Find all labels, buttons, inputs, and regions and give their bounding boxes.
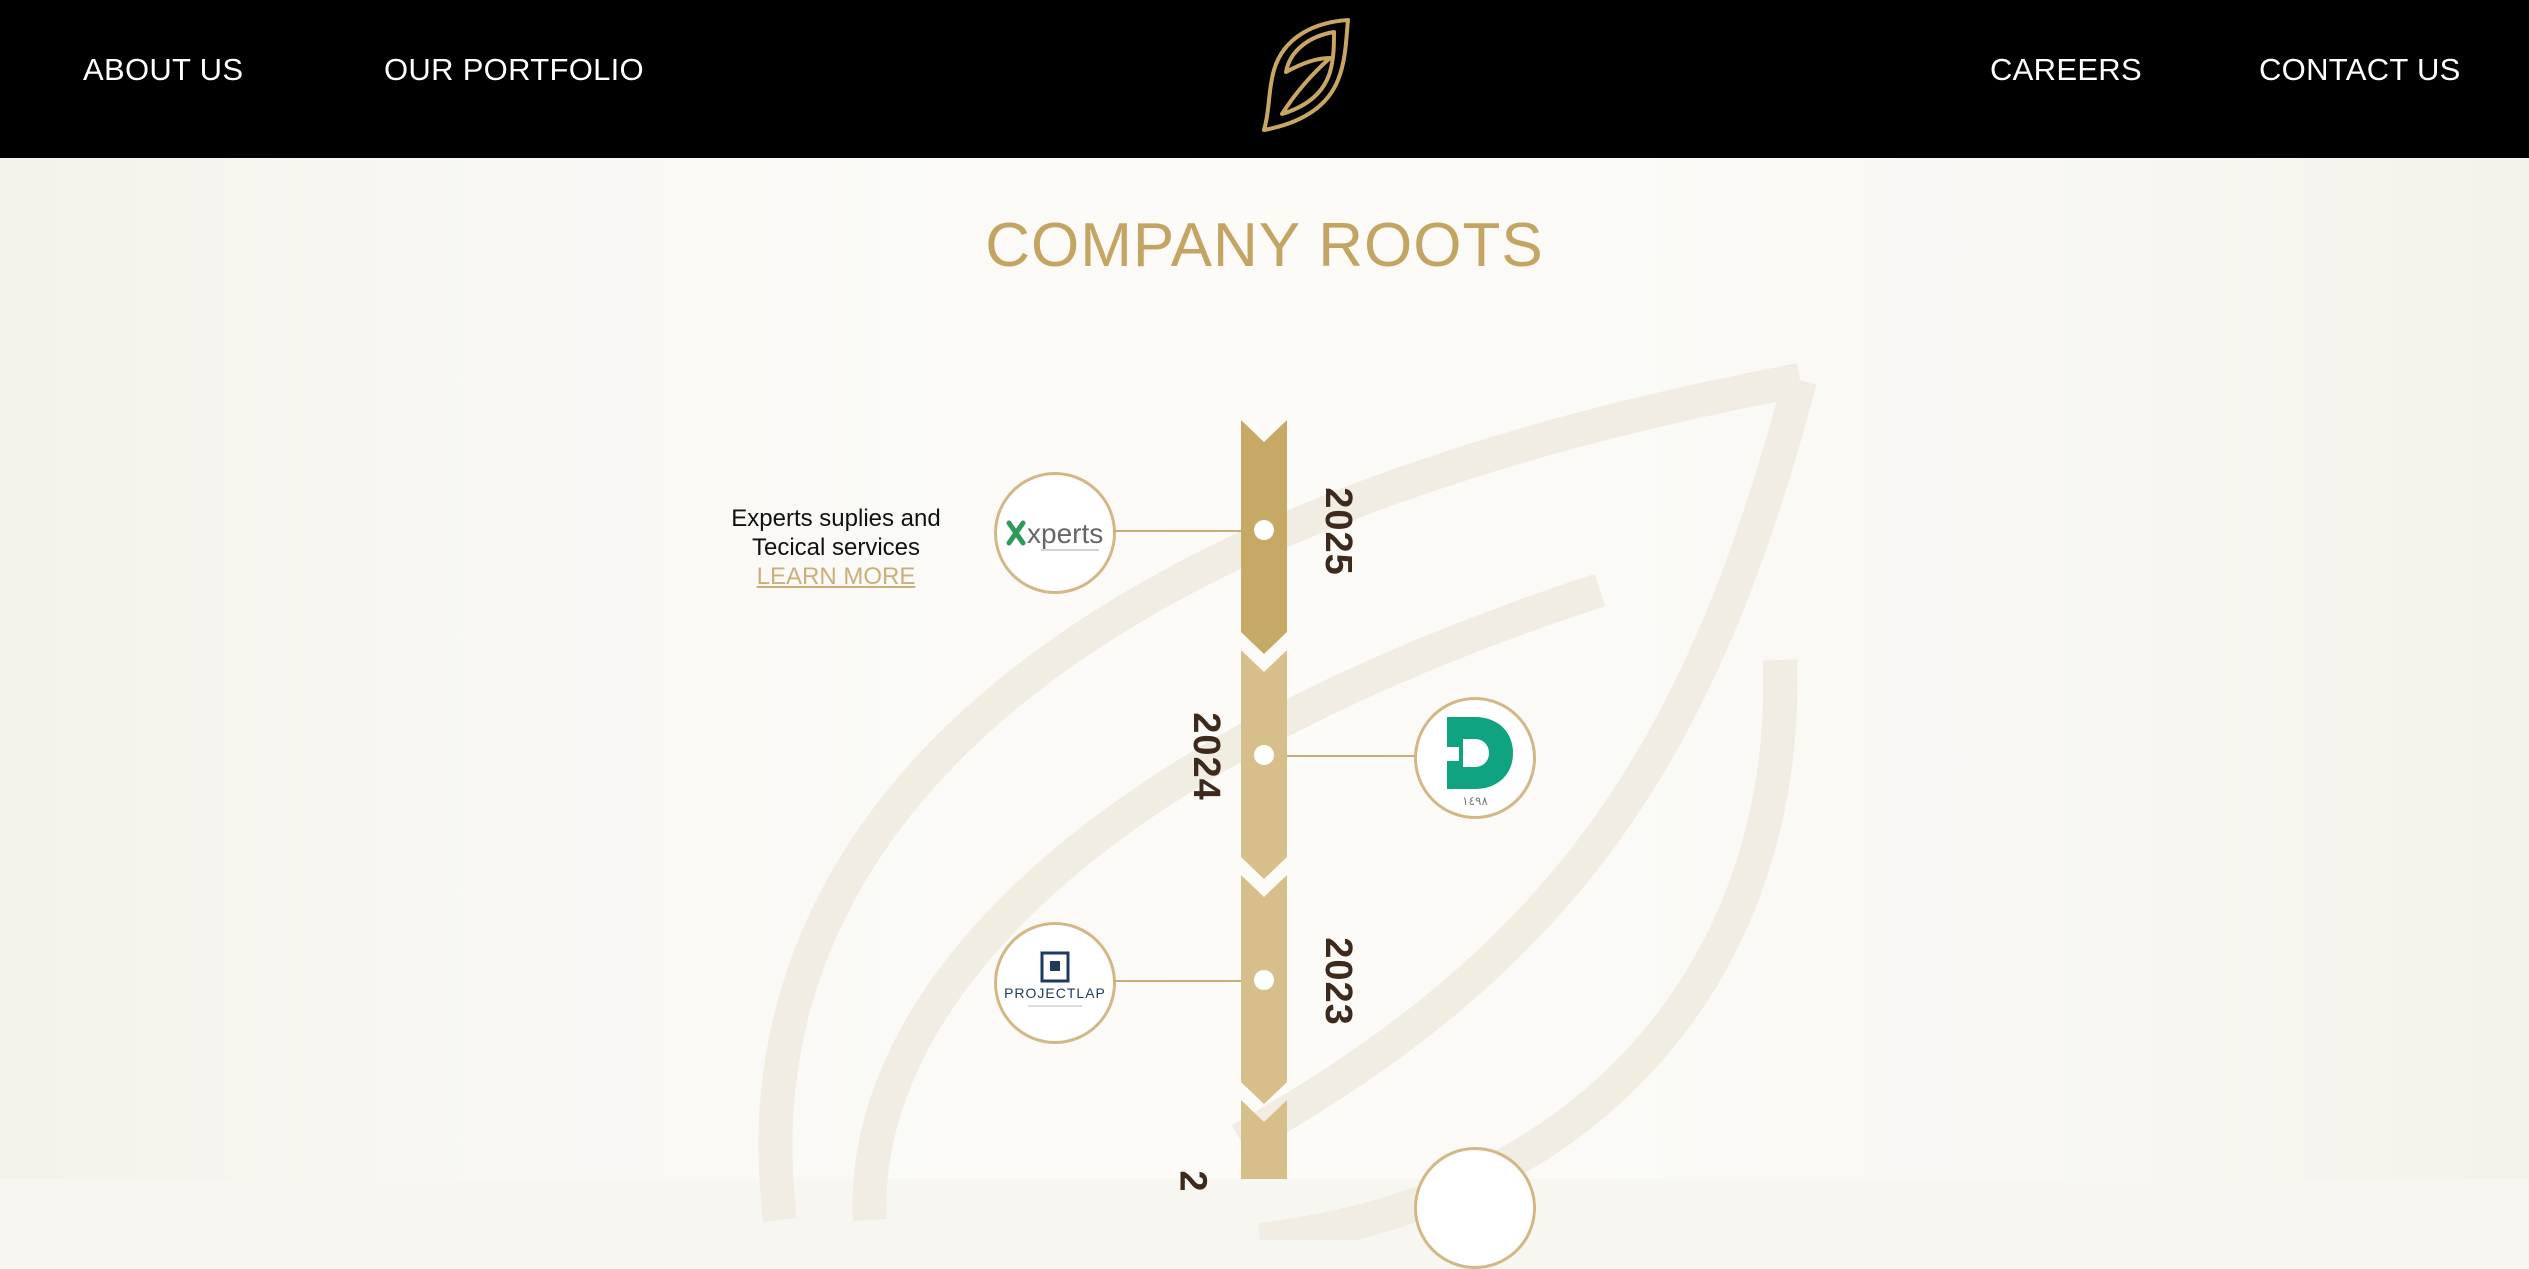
nav-careers[interactable]: CAREERS — [1990, 52, 2142, 87]
connector-2023 — [1113, 980, 1241, 982]
d-logo-text: ١٤٩٨ — [1462, 794, 1488, 808]
year-label-2023: 2023 — [1316, 937, 1359, 1026]
year-label-2024: 2024 — [1184, 712, 1227, 801]
entry-description-line2: Tecical services — [751, 534, 921, 561]
timeline-dot-2024 — [1254, 745, 1274, 765]
company-logo-d[interactable]: ١٤٩٨ — [1414, 697, 1536, 819]
year-label-next: 2 — [1171, 1170, 1214, 1193]
year-label-2025: 2025 — [1316, 487, 1359, 576]
timeline-dot-2023 — [1254, 970, 1274, 990]
nav-our-portfolio[interactable]: OUR PORTFOLIO — [384, 52, 644, 87]
xperts-logo-icon: xperts — [1006, 518, 1103, 551]
page-title: COMPANY ROOTS — [985, 211, 1544, 280]
xperts-logo-text: xperts — [1027, 518, 1103, 549]
learn-more-link[interactable]: LEARN MORE — [756, 563, 916, 590]
leaf-watermark-icon — [758, 363, 1817, 1240]
timeline-segment-next — [1241, 1100, 1287, 1179]
company-logo-next[interactable] — [1414, 1147, 1536, 1269]
company-logo-xperts[interactable]: xperts — [994, 472, 1116, 594]
entry-description-line1: Experts suplies and — [731, 505, 941, 532]
company-logo-projectlap[interactable]: PROJECTLAP — [994, 922, 1116, 1044]
brand-logo-icon[interactable] — [1256, 14, 1360, 136]
top-navbar: ABOUT US OUR PORTFOLIO CAREERS CONTACT U… — [0, 0, 2529, 158]
timeline-entry-2025-text: Experts suplies and Tecical services LEA… — [706, 504, 966, 591]
connector-2024 — [1287, 755, 1415, 757]
projectlap-logo-text: PROJECTLAP — [1004, 985, 1106, 1001]
nav-about-us[interactable]: ABOUT US — [83, 52, 244, 87]
projectlap-logo-icon: PROJECTLAP — [1004, 951, 1106, 1007]
timeline-dot-2025 — [1254, 520, 1274, 540]
d-logo-icon: ١٤٩٨ — [1447, 717, 1513, 808]
connector-2025 — [1113, 530, 1241, 532]
nav-contact-us[interactable]: CONTACT US — [2259, 52, 2461, 87]
